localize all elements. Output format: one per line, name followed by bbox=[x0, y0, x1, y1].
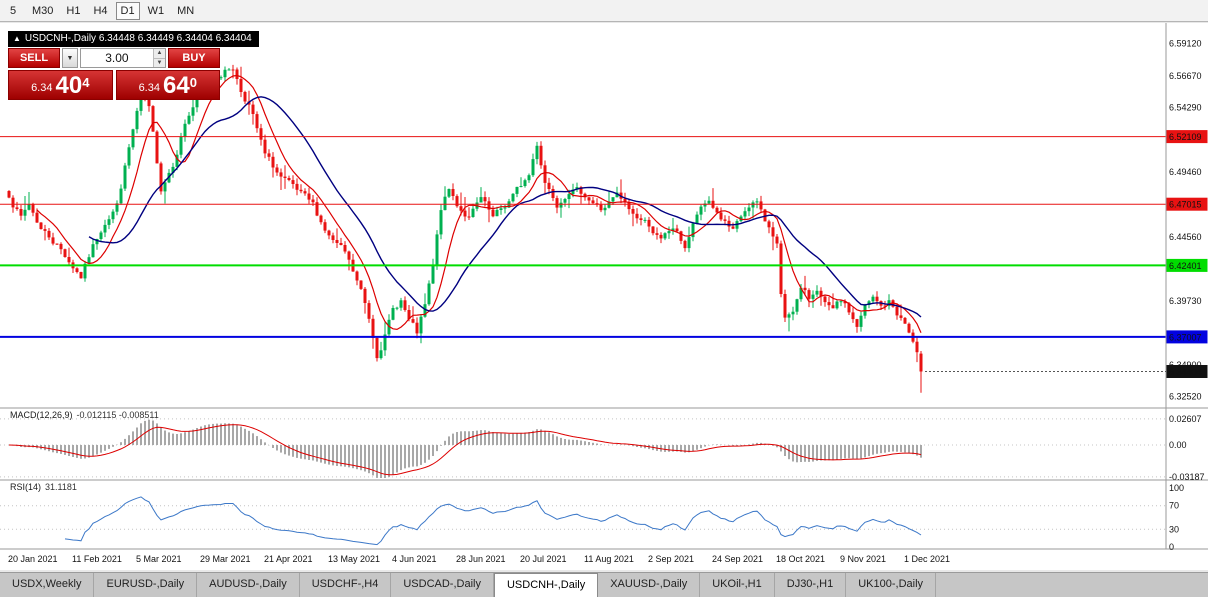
macd-signal-line bbox=[8, 424, 922, 476]
date-axis: 20 Jan 2021 11 Feb 2021 5 Mar 2021 29 Mar 2… bbox=[8, 554, 950, 564]
svg-text:20 Jul 2021: 20 Jul 2021 bbox=[520, 554, 567, 564]
svg-text:28 Jun 2021: 28 Jun 2021 bbox=[456, 554, 506, 564]
chart-window: 6.59120 6.56670 6.54290 6.49460 6.44560 6.397… bbox=[0, 23, 1208, 570]
ma-line-21 bbox=[88, 96, 922, 318]
svg-text:100: 100 bbox=[1169, 483, 1184, 493]
svg-text:2 Sep 2021: 2 Sep 2021 bbox=[648, 554, 694, 564]
svg-text:0: 0 bbox=[1169, 542, 1174, 552]
rsi-value: 31.1181 bbox=[45, 482, 77, 492]
volume-field-wrap: ▲ ▼ bbox=[80, 48, 166, 68]
svg-text:6.32520: 6.32520 bbox=[1169, 391, 1202, 401]
timeframe-toolbar: 5 M30 H1 H4 D1 W1 MN bbox=[0, 0, 1208, 22]
svg-text:6.44560: 6.44560 bbox=[1169, 232, 1202, 242]
svg-text:6.37007: 6.37007 bbox=[1169, 332, 1202, 342]
tab-usdcad-daily[interactable]: USDCAD-,Daily bbox=[391, 573, 494, 597]
svg-text:29 Mar 2021: 29 Mar 2021 bbox=[200, 554, 251, 564]
macd-values: -0.012115 -0.008511 bbox=[76, 410, 159, 420]
rsi-line bbox=[64, 496, 922, 546]
axis-price-label-6.47015: 6.47015 bbox=[1166, 197, 1208, 211]
svg-text:13 May 2021: 13 May 2021 bbox=[328, 554, 380, 564]
sell-button[interactable]: SELL bbox=[8, 48, 60, 68]
svg-text:0.02607: 0.02607 bbox=[1169, 414, 1202, 424]
rsi-indicator-label: RSI(14) 31.1181 bbox=[10, 482, 77, 492]
timeframe-button-h4[interactable]: H4 bbox=[88, 2, 112, 20]
tab-xauusd-daily[interactable]: XAUUSD-,Daily bbox=[598, 573, 701, 597]
tab-usdchf-h4[interactable]: USDCHF-,H4 bbox=[300, 573, 392, 597]
svg-text:9 Nov 2021: 9 Nov 2021 bbox=[840, 554, 886, 564]
svg-text:21 Apr 2021: 21 Apr 2021 bbox=[264, 554, 313, 564]
candlestick-series bbox=[7, 64, 923, 393]
volume-dropdown-button[interactable]: ▼ bbox=[62, 48, 78, 68]
buy-price-big: 64 bbox=[162, 72, 190, 99]
chevron-down-icon: ▼ bbox=[66, 54, 74, 62]
svg-text:5 Mar 2021: 5 Mar 2021 bbox=[136, 554, 182, 564]
volume-increase-button[interactable]: ▲ bbox=[153, 49, 165, 59]
macd-indicator-label: MACD(12,26,9) -0.012115 -0.008511 bbox=[10, 410, 159, 420]
collapse-icon[interactable]: ▲ bbox=[13, 34, 21, 43]
axis-price-label-6.42401: 6.42401 bbox=[1166, 258, 1208, 272]
sell-price-box[interactable]: 6.34 40 4 bbox=[8, 70, 113, 100]
timeframe-button-5[interactable]: 5 bbox=[2, 2, 24, 20]
tab-usdcnh-daily[interactable]: USDCNH-,Daily bbox=[493, 573, 599, 597]
timeframe-button-d1[interactable]: D1 bbox=[115, 1, 140, 20]
svg-text:6.34900: 6.34900 bbox=[1169, 360, 1202, 370]
svg-text:6.59120: 6.59120 bbox=[1169, 39, 1202, 49]
svg-text:6.34404: 6.34404 bbox=[1169, 367, 1202, 377]
buy-button[interactable]: BUY bbox=[168, 48, 220, 68]
chart-title: USDCNH-,Daily 6.34448 6.34449 6.34404 6.… bbox=[24, 33, 252, 44]
axis-price-label-6.52109: 6.52109 bbox=[1166, 130, 1208, 144]
svg-text:6.39730: 6.39730 bbox=[1169, 296, 1202, 306]
svg-text:4 Jun 2021: 4 Jun 2021 bbox=[392, 554, 437, 564]
svg-text:24 Sep 2021: 24 Sep 2021 bbox=[712, 554, 763, 564]
price-axis-ticks: 6.59120 6.56670 6.54290 6.49460 6.44560 6.397… bbox=[1169, 39, 1205, 552]
timeframe-button-h1[interactable]: H1 bbox=[61, 2, 85, 20]
svg-text:70: 70 bbox=[1169, 501, 1179, 511]
rsi-label-text: RSI(14) bbox=[10, 482, 42, 492]
svg-text:30: 30 bbox=[1169, 524, 1179, 534]
volume-input[interactable] bbox=[81, 49, 153, 67]
timeframe-button-w1[interactable]: W1 bbox=[143, 2, 170, 20]
svg-text:1 Dec 2021: 1 Dec 2021 bbox=[904, 554, 950, 564]
svg-text:18 Oct 2021: 18 Oct 2021 bbox=[776, 554, 825, 564]
volume-decrease-button[interactable]: ▼ bbox=[153, 58, 165, 67]
one-click-trading-panel: SELL ▼ ▲ ▼ BUY 6.34 40 4 6.3 bbox=[8, 48, 220, 100]
svg-text:6.56670: 6.56670 bbox=[1169, 71, 1202, 81]
volume-spinner: ▲ ▼ bbox=[152, 49, 165, 67]
buy-price-sup: 0 bbox=[189, 75, 197, 90]
svg-text:6.49460: 6.49460 bbox=[1169, 167, 1202, 177]
svg-text:6.52109: 6.52109 bbox=[1169, 132, 1202, 142]
svg-text:11 Feb 2021: 11 Feb 2021 bbox=[72, 554, 122, 564]
tab-usdx-weekly[interactable]: USDX,Weekly bbox=[0, 573, 95, 597]
macd-label-text: MACD(12,26,9) bbox=[10, 410, 73, 420]
chart-tab-bar: USDX,Weekly EURUSD-,Daily AUDUSD-,Daily … bbox=[0, 572, 1208, 597]
svg-text:0.00: 0.00 bbox=[1169, 440, 1187, 450]
timeframe-button-m30[interactable]: M30 bbox=[27, 2, 58, 20]
tab-eurusd-daily[interactable]: EURUSD-,Daily bbox=[94, 573, 198, 597]
svg-text:6.42401: 6.42401 bbox=[1169, 261, 1202, 271]
tab-audusd-daily[interactable]: AUDUSD-,Daily bbox=[197, 573, 300, 597]
macd-histogram bbox=[12, 419, 922, 478]
svg-text:6.47015: 6.47015 bbox=[1169, 200, 1202, 210]
axis-price-label-6.37007: 6.37007 bbox=[1166, 330, 1208, 344]
sell-price-big: 40 bbox=[55, 72, 83, 99]
tab-dj30-h1[interactable]: DJ30-,H1 bbox=[775, 573, 847, 597]
sell-price-sup: 4 bbox=[82, 75, 90, 90]
svg-text:20 Jan 2021: 20 Jan 2021 bbox=[8, 554, 58, 564]
axis-price-label-6.34404: 6.34404 bbox=[1166, 365, 1208, 378]
chart-title-bar: ▲ USDCNH-,Daily 6.34448 6.34449 6.34404 6… bbox=[8, 31, 259, 47]
tab-ukoil-h1[interactable]: UKOil-,H1 bbox=[700, 573, 775, 597]
svg-text:6.54290: 6.54290 bbox=[1169, 103, 1202, 113]
svg-text:11 Aug 2021: 11 Aug 2021 bbox=[584, 554, 634, 564]
tab-uk100-daily[interactable]: UK100-,Daily bbox=[846, 573, 937, 597]
sell-price-prefix: 6.34 bbox=[31, 82, 53, 94]
timeframe-button-mn[interactable]: MN bbox=[172, 2, 199, 20]
buy-price-box[interactable]: 6.34 64 0 bbox=[115, 70, 220, 100]
svg-text:-0.03187: -0.03187 bbox=[1169, 472, 1205, 482]
price-chart-canvas[interactable]: 6.59120 6.56670 6.54290 6.49460 6.44560 6.397… bbox=[0, 23, 1208, 570]
buy-price-prefix: 6.34 bbox=[138, 82, 160, 94]
